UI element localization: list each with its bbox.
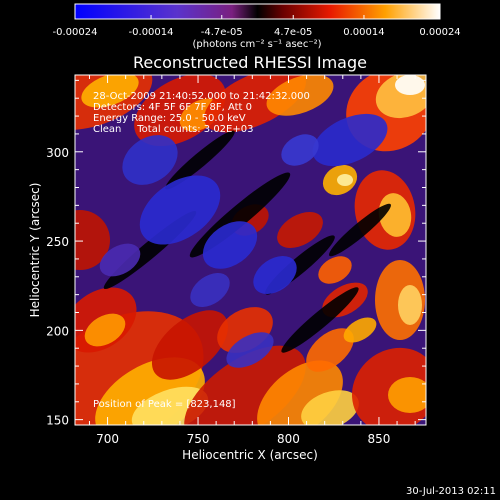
image-blob	[318, 256, 352, 284]
colorbar-tick-label: -0.00014	[129, 27, 174, 38]
plot-frame	[74, 74, 427, 426]
colorbar-tick-label: 0.00024	[419, 27, 460, 38]
x-tick-label: 800	[277, 432, 300, 446]
x-axis-label: Heliocentric X (arcsec)	[182, 448, 318, 462]
image-blob	[312, 113, 388, 167]
image-blob	[395, 75, 425, 95]
image-blob	[329, 203, 391, 257]
image-blob	[165, 130, 235, 190]
chart-title: Reconstructed RHESSI Image	[133, 53, 367, 72]
annotation-peak-position: Position of Peak = [823,148]	[93, 399, 236, 410]
image-blob	[253, 255, 297, 295]
y-tick-label: 250	[46, 235, 69, 249]
image-blob	[139, 175, 221, 245]
image-blob	[226, 332, 274, 368]
image-blob	[202, 221, 258, 269]
y-tick-label: 150	[46, 414, 69, 428]
heatmap-image	[75, 75, 426, 425]
info-annotations: 28-Oct-2009 21:40:52.000 to 21:42:32.000…	[93, 91, 310, 410]
image-blob	[151, 310, 229, 380]
image-blob	[398, 285, 422, 325]
colorbar-tick-label: -4.7e-05	[201, 27, 243, 38]
image-blob	[343, 317, 377, 343]
y-tick-label: 300	[46, 146, 69, 160]
colorbar-tick-label: -0.00024	[53, 27, 98, 38]
image-blob	[75, 210, 110, 270]
annotation-time-range: 28-Oct-2009 21:40:52.000 to 21:42:32.000	[93, 91, 310, 102]
image-blob	[184, 345, 306, 425]
colorbar-unit-label: (photons cm⁻² s⁻¹ asec⁻²)	[192, 39, 321, 50]
colorbar-tick-label: 4.7e-05	[274, 27, 312, 38]
image-blob	[122, 135, 178, 185]
image-blob	[190, 272, 230, 308]
image-blob	[301, 390, 359, 425]
image-blob	[266, 75, 334, 116]
colorbar: -0.00024 -0.00014 -4.7e-05 4.7e-05 0.00014 0.…	[53, 3, 461, 50]
annotation-detectors: Detectors: 4F 5F 6F 7F 8F, Att 0	[93, 102, 252, 113]
image-blob	[388, 377, 426, 413]
y-axis-label: Heliocentric Y (arcsec)	[28, 183, 42, 318]
colorbar-ticks: -0.00024 -0.00014 -4.7e-05 4.7e-05 0.00014 0.…	[53, 15, 461, 38]
image-blob	[84, 313, 126, 347]
image-blob	[204, 75, 306, 133]
x-tick-label: 850	[368, 432, 391, 446]
image-blob	[99, 243, 141, 277]
annotation-clean-counts: Clean Total counts: 3.02E+03	[93, 124, 253, 135]
x-tick-label: 700	[96, 432, 119, 446]
image-blob	[281, 287, 359, 353]
image-blob	[281, 134, 319, 166]
axis-ticks: 700 750 800 850 150 200 250 300	[46, 75, 426, 446]
colorbar-tick-label: 0.00014	[343, 27, 384, 38]
image-blob	[337, 174, 353, 186]
image-blob	[81, 75, 139, 108]
image-blob	[277, 211, 323, 249]
y-tick-label: 200	[46, 324, 69, 338]
annotation-energy-range: Energy Range: 25.0 - 50.0 keV	[93, 113, 246, 124]
colorbar-gradient	[74, 3, 441, 20]
image-blob	[378, 193, 412, 237]
footer-timestamp: 30-Jul-2013 02:11	[406, 486, 496, 497]
x-tick-label: 750	[187, 432, 210, 446]
image-blob	[306, 328, 354, 372]
